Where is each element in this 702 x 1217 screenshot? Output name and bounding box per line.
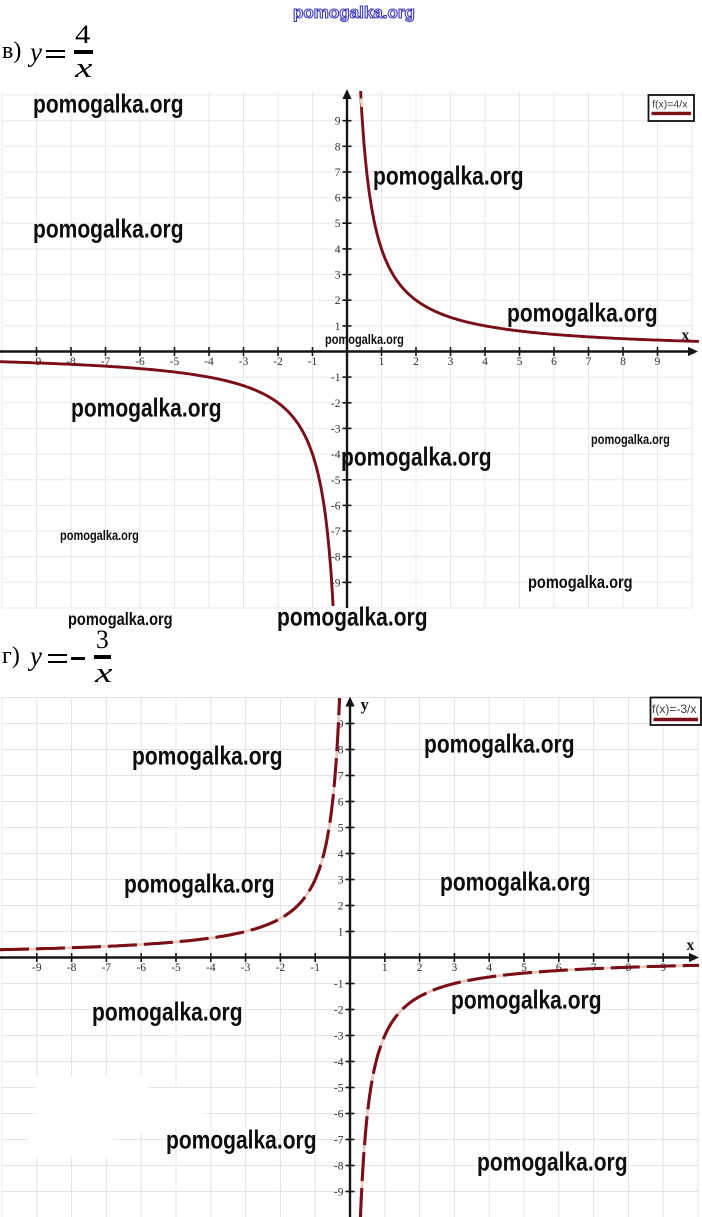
svg-text:6: 6 bbox=[338, 797, 344, 809]
svg-text:5: 5 bbox=[517, 356, 523, 368]
svg-text:x: x bbox=[682, 327, 690, 344]
svg-text:-8: -8 bbox=[334, 1161, 344, 1173]
svg-text:-6: -6 bbox=[334, 1109, 344, 1121]
svg-text:-8: -8 bbox=[331, 552, 341, 564]
svg-text:5: 5 bbox=[335, 218, 341, 230]
svg-text:6: 6 bbox=[556, 962, 562, 974]
svg-text:f(x)=4/x: f(x)=4/x bbox=[652, 99, 688, 111]
svg-text:9: 9 bbox=[338, 719, 344, 731]
svg-text:-1: -1 bbox=[331, 372, 341, 384]
svg-text:8: 8 bbox=[335, 141, 341, 153]
svg-text:-9: -9 bbox=[331, 577, 341, 589]
svg-text:3: 3 bbox=[448, 356, 454, 368]
svg-text:-7: -7 bbox=[101, 356, 111, 368]
svg-text:7: 7 bbox=[338, 771, 344, 783]
svg-text:-3: -3 bbox=[239, 356, 249, 368]
svg-text:6: 6 bbox=[551, 356, 557, 368]
svg-text:2: 2 bbox=[335, 295, 341, 307]
svg-text:6: 6 bbox=[335, 193, 341, 205]
svg-text:-3: -3 bbox=[241, 962, 251, 974]
svg-text:1: 1 bbox=[379, 356, 385, 368]
svg-text:-8: -8 bbox=[67, 962, 77, 974]
svg-text:-7: -7 bbox=[331, 526, 341, 538]
svg-text:-8: -8 bbox=[66, 356, 76, 368]
svg-text:-2: -2 bbox=[276, 962, 286, 974]
svg-text:7: 7 bbox=[586, 356, 592, 368]
svg-text:8: 8 bbox=[338, 745, 344, 757]
svg-text:-6: -6 bbox=[135, 356, 145, 368]
svg-text:-1: -1 bbox=[334, 979, 344, 991]
svg-text:3: 3 bbox=[338, 875, 344, 887]
svg-text:-2: -2 bbox=[331, 398, 341, 410]
svg-text:2: 2 bbox=[338, 901, 344, 913]
svg-text:-9: -9 bbox=[334, 1187, 344, 1199]
svg-text:-6: -6 bbox=[136, 962, 146, 974]
svg-text:y: y bbox=[361, 695, 370, 714]
svg-text:-4: -4 bbox=[206, 962, 216, 974]
svg-text:4: 4 bbox=[482, 356, 488, 368]
svg-text:f(x)=-3/x: f(x)=-3/x bbox=[652, 702, 696, 716]
svg-text:-7: -7 bbox=[102, 962, 112, 974]
svg-text:-1: -1 bbox=[310, 962, 320, 974]
svg-text:3: 3 bbox=[335, 270, 341, 282]
svg-text:7: 7 bbox=[335, 167, 341, 179]
svg-text:4: 4 bbox=[338, 849, 344, 861]
svg-text:9: 9 bbox=[660, 962, 666, 974]
svg-text:-3: -3 bbox=[334, 1031, 344, 1043]
svg-text:-5: -5 bbox=[171, 962, 181, 974]
svg-text:-5: -5 bbox=[331, 475, 341, 487]
svg-text:-7: -7 bbox=[334, 1135, 344, 1147]
svg-text:1: 1 bbox=[335, 321, 341, 333]
svg-text:-4: -4 bbox=[334, 1057, 344, 1069]
svg-text:-3: -3 bbox=[331, 423, 341, 435]
svg-text:1: 1 bbox=[382, 962, 388, 974]
svg-text:4: 4 bbox=[335, 244, 341, 256]
svg-text:5: 5 bbox=[338, 823, 344, 835]
svg-text:9: 9 bbox=[655, 356, 661, 368]
svg-text:-6: -6 bbox=[331, 500, 341, 512]
svg-text:-2: -2 bbox=[273, 356, 283, 368]
svg-text:1: 1 bbox=[338, 927, 344, 939]
svg-text:-2: -2 bbox=[334, 1005, 344, 1017]
svg-text:-9: -9 bbox=[32, 962, 42, 974]
svg-text:2: 2 bbox=[417, 962, 423, 974]
svg-text:-5: -5 bbox=[170, 356, 180, 368]
svg-text:-5: -5 bbox=[334, 1083, 344, 1095]
svg-text:8: 8 bbox=[620, 356, 626, 368]
svg-text:9: 9 bbox=[335, 116, 341, 128]
svg-text:-4: -4 bbox=[331, 449, 341, 461]
svg-text:2: 2 bbox=[413, 356, 419, 368]
svg-text:5: 5 bbox=[521, 962, 527, 974]
svg-text:-4: -4 bbox=[204, 356, 214, 368]
svg-text:3: 3 bbox=[452, 962, 458, 974]
svg-text:4: 4 bbox=[486, 962, 492, 974]
svg-text:-1: -1 bbox=[308, 356, 318, 368]
svg-text:x: x bbox=[687, 937, 695, 954]
